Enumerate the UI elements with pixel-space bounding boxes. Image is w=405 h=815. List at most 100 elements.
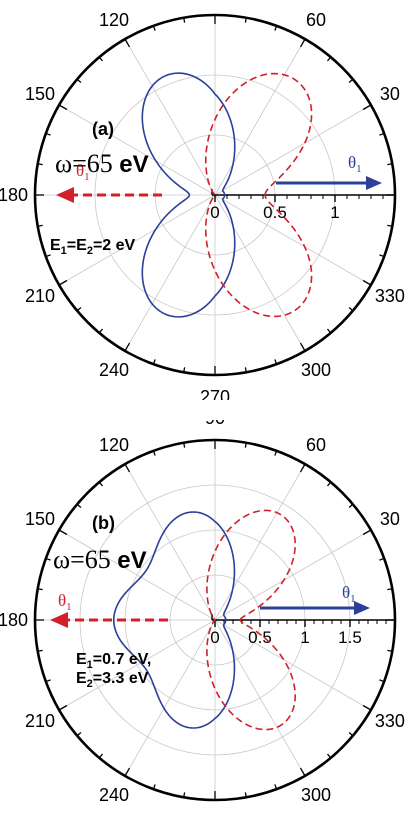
grid-spoke [214, 529, 372, 621]
angle-tick-label: 90 [205, 0, 225, 3]
angle-tick-mark [183, 792, 186, 798]
angle-tick-mark [152, 784, 156, 790]
angle-tick-label: 240 [99, 785, 129, 805]
angle-tick-mark [58, 104, 68, 111]
angle-tick-mark [45, 557, 51, 561]
angle-tick-mark [299, 38, 306, 48]
angle-tick-mark [45, 132, 51, 136]
angle-tick-mark [98, 753, 104, 759]
angle-tick-mark [299, 342, 306, 352]
angle-tick-label: 330 [375, 286, 405, 306]
grid-spoke [58, 194, 216, 286]
angle-tick-mark [152, 25, 156, 31]
angle-tick-mark [37, 163, 43, 166]
angle-tick-mark [37, 588, 43, 591]
dashed-red-curve [204, 72, 313, 318]
angle-tick-mark [348, 78, 354, 84]
angle-tick-mark [274, 450, 278, 456]
radial-tick-label: 0 [210, 628, 219, 647]
angle-tick-mark [387, 588, 393, 591]
angle-tick-mark [45, 254, 51, 258]
angle-tick-label: 60 [306, 10, 326, 30]
grid-spoke [124, 619, 216, 777]
angle-tick-label: 60 [306, 435, 326, 455]
radial-tick-label: 1.5 [338, 628, 362, 647]
grid-spoke [214, 104, 372, 196]
grid-spoke [58, 529, 216, 621]
angle-tick-label: 90 [205, 420, 225, 428]
theta1-blue-label: θ1 [348, 153, 362, 175]
omega-label: ω=65 eV [53, 545, 147, 574]
energy-label-line2: E2=3.3 eV [76, 670, 149, 690]
angle-tick-mark [274, 359, 278, 365]
angle-tick-mark [362, 529, 372, 536]
angle-tick-label: 270 [200, 812, 230, 815]
angle-tick-label: 150 [25, 509, 55, 529]
angle-tick-label: 30 [380, 509, 400, 529]
angle-tick-mark [387, 163, 393, 166]
angle-tick-label: 30 [380, 84, 400, 104]
radial-tick-label: 0.5 [248, 628, 272, 647]
angle-tick-mark [326, 481, 332, 487]
theta1-red-arrow-head [56, 187, 74, 203]
angle-tick-mark [58, 704, 68, 711]
theta1-blue-arrow-head [354, 601, 370, 615]
angle-tick-mark [326, 328, 332, 334]
radial-tick-label: 0 [210, 203, 219, 222]
angle-tick-mark [183, 442, 186, 448]
angle-tick-label: 300 [301, 785, 331, 805]
grid-spoke [214, 38, 306, 196]
angle-tick-label: 240 [99, 360, 129, 380]
angle-tick-mark [387, 224, 393, 227]
omega-label: ω=65 eV [55, 149, 149, 178]
angle-tick-mark [379, 254, 385, 258]
angle-tick-mark [98, 56, 104, 62]
angle-tick-mark [387, 649, 393, 652]
angle-tick-mark [98, 328, 104, 334]
grid-spoke [124, 38, 216, 196]
solid-blue-curve [141, 72, 236, 318]
angle-tick-mark [299, 463, 306, 473]
angle-tick-mark [45, 679, 51, 683]
angle-tick-mark [244, 792, 247, 798]
angle-tick-label: 210 [25, 711, 55, 731]
theta1-blue-arrow-head [366, 176, 382, 190]
angle-tick-label: 150 [25, 84, 55, 104]
angle-tick-label: 120 [99, 435, 129, 455]
angle-tick-mark [274, 25, 278, 31]
angle-tick-label: 120 [99, 10, 129, 30]
grid-spoke [214, 194, 306, 352]
angle-tick-mark [37, 224, 43, 227]
angle-tick-mark [76, 731, 82, 737]
theta1-red-label: θ1 [58, 591, 72, 613]
angle-tick-mark [348, 306, 354, 312]
solid-blue-curve [112, 511, 236, 729]
angle-tick-mark [124, 38, 131, 48]
angle-tick-mark [124, 463, 131, 473]
grid-spoke [58, 619, 216, 711]
angle-tick-mark [379, 679, 385, 683]
polar-plot-b: 030609012015018021024027030033000.511.5θ… [0, 420, 405, 815]
radial-tick-label: 1 [330, 203, 339, 222]
angle-tick-mark [76, 306, 82, 312]
angle-tick-mark [37, 649, 43, 652]
dashed-red-curve [206, 509, 296, 731]
angle-tick-mark [362, 704, 372, 711]
angle-tick-mark [98, 481, 104, 487]
energy-label-line1: E1=0.7 eV, [76, 651, 151, 671]
angle-tick-mark [379, 132, 385, 136]
angle-tick-mark [348, 503, 354, 509]
radial-tick-label: 0.5 [263, 203, 287, 222]
panel-label: (b) [92, 513, 115, 533]
angle-tick-mark [152, 450, 156, 456]
angle-tick-mark [244, 17, 247, 23]
radial-tick-label: 1 [300, 628, 309, 647]
theta1-blue-label: θ1 [342, 583, 356, 605]
angle-tick-mark [274, 784, 278, 790]
angle-tick-mark [58, 279, 68, 286]
angle-tick-mark [326, 753, 332, 759]
angle-tick-mark [183, 367, 186, 373]
grid-spoke [58, 104, 216, 196]
angle-tick-mark [152, 359, 156, 365]
angle-tick-mark [362, 279, 372, 286]
